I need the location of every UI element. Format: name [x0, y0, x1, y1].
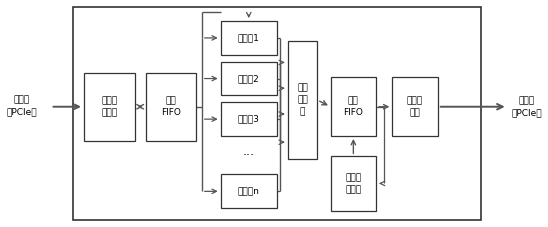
- Bar: [221, 62, 277, 95]
- Bar: [73, 7, 481, 220]
- Bar: [330, 77, 376, 136]
- Bar: [221, 174, 277, 208]
- Text: 输入控
制模块: 输入控 制模块: [101, 96, 117, 117]
- Text: 运算核n: 运算核n: [238, 187, 260, 196]
- Bar: [288, 41, 317, 159]
- Bar: [146, 73, 197, 141]
- Bar: [330, 156, 376, 210]
- Bar: [221, 102, 277, 136]
- Bar: [392, 77, 438, 136]
- Text: 运算核3: 运算核3: [238, 115, 260, 124]
- Text: 寄存器
缓存: 寄存器 缓存: [407, 96, 423, 117]
- Text: ···: ···: [243, 149, 255, 162]
- Text: 运算核1: 运算核1: [238, 33, 260, 42]
- Text: 输入
FIFO: 输入 FIFO: [161, 96, 181, 117]
- Bar: [84, 73, 135, 141]
- Text: 多路
选择
器: 多路 选择 器: [297, 84, 308, 116]
- Text: 运算核2: 运算核2: [238, 74, 260, 83]
- Text: 输出控
制模块: 输出控 制模块: [345, 173, 362, 194]
- Text: 输出端
（PCIe）: 输出端 （PCIe）: [511, 96, 542, 117]
- Text: 输出
FIFO: 输出 FIFO: [344, 96, 363, 117]
- Text: 输入端
（PCIe）: 输入端 （PCIe）: [6, 95, 37, 116]
- Bar: [221, 21, 277, 55]
